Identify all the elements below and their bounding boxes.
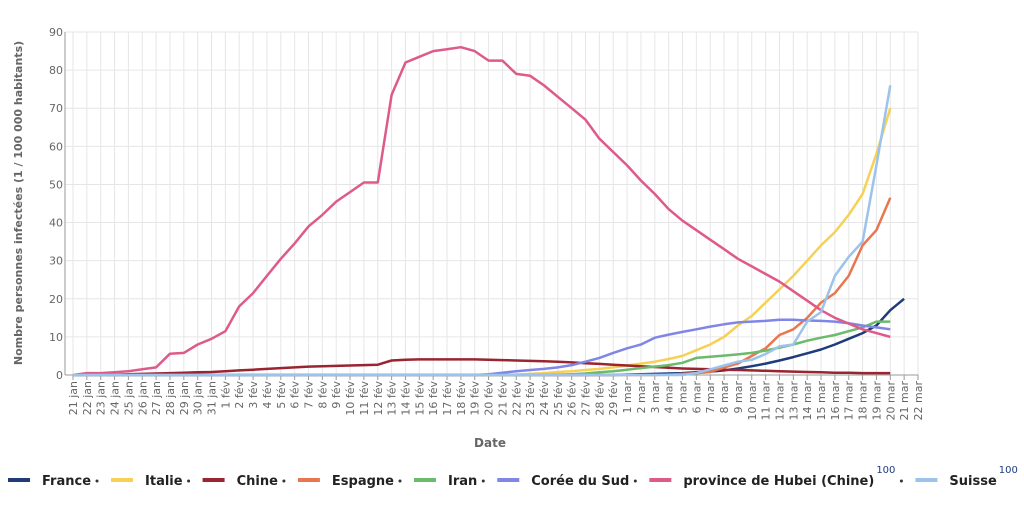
legend-label: Corée du Sud <box>531 474 629 489</box>
x-tick-label: 7 fév <box>302 381 315 409</box>
x-tick-label: 8 mar <box>718 381 731 414</box>
x-tick-label: 22 mar <box>912 381 925 421</box>
x-tick-label: 6 mar <box>690 381 703 414</box>
x-tick-label: 23 jan <box>95 381 108 415</box>
x-tick-label: 15 fév <box>413 381 426 416</box>
legend-separator <box>187 479 191 483</box>
legend-separator <box>282 479 286 483</box>
x-tick-label: 16 mar <box>829 381 842 421</box>
legend-label: Suisse <box>949 474 997 489</box>
legend-label: Italie <box>145 474 183 489</box>
x-tick-label: 10 mar <box>746 381 759 421</box>
x-tick-label: 17 mar <box>843 381 856 421</box>
series-line <box>73 358 891 377</box>
x-tick-label: 24 fév <box>538 381 551 416</box>
y-tick-label: 40 <box>49 217 63 230</box>
x-tick-label: 21 mar <box>898 381 911 421</box>
series-line <box>73 320 891 377</box>
x-tick-label: 21 fév <box>496 381 509 416</box>
x-tick-label: 20 fév <box>483 381 496 416</box>
x-tick-label: 4 fév <box>261 381 274 409</box>
y-tick-label: 50 <box>49 178 63 191</box>
x-tick-label: 2 fév <box>233 381 246 409</box>
x-tick-label: 14 fév <box>399 381 412 416</box>
x-tick-label: 16 fév <box>427 381 440 416</box>
series-line <box>73 197 892 377</box>
x-tick-label: 20 mar <box>884 381 897 421</box>
x-tick-label: 14 mar <box>801 381 814 421</box>
x-tick-label: 29 jan <box>178 381 191 415</box>
x-tick-label: 13 fév <box>386 381 399 416</box>
x-tick-label: 15 mar <box>815 381 828 421</box>
legend-label: Chine <box>237 474 279 489</box>
series-line <box>73 107 892 377</box>
x-tick-label: 2 mar <box>635 381 648 414</box>
legend-separator <box>899 479 903 483</box>
x-tick-label: 13 mar <box>787 381 800 421</box>
y-tick-label: 10 <box>49 331 63 344</box>
legend: France Italie Chine Espagne Iran Corée du Sud… <box>8 465 1018 489</box>
x-tick-label: 24 jan <box>109 381 122 415</box>
x-tick-label: 25 jan <box>122 381 135 415</box>
legend-separator <box>95 479 99 483</box>
x-tick-label: 28 jan <box>164 381 177 415</box>
x-tick-label: 1 mar <box>621 381 634 414</box>
series-line <box>73 85 892 377</box>
x-tick-label: 12 fév <box>372 381 385 416</box>
x-tick-label: 22 jan <box>81 381 94 415</box>
x-tick-label: 3 fév <box>247 381 260 409</box>
y-axis-title: Nombre personnes infectées (1 / 100 000 … <box>12 41 25 365</box>
x-tick-label: 5 fév <box>275 381 288 409</box>
x-tick-label: 3 mar <box>649 381 662 414</box>
legend-note: 100 <box>999 465 1018 476</box>
x-tick-label: 18 fév <box>455 381 468 416</box>
x-tick-label: 22 fév <box>510 381 523 416</box>
x-tick-label: 5 mar <box>677 381 690 414</box>
x-tick-label: 19 fév <box>469 381 482 416</box>
x-tick-label: 27 jan <box>150 381 163 415</box>
x-tick-label: 10 fév <box>344 381 357 416</box>
x-tick-label: 11 fév <box>358 381 371 416</box>
x-tick-label: 12 mar <box>773 381 786 421</box>
x-tick-label: 30 jan <box>192 381 205 415</box>
x-tick-label: 9 mar <box>732 381 745 414</box>
x-tick-label: 17 fév <box>441 381 454 416</box>
x-tick-label: 27 fév <box>580 381 593 416</box>
legend-label: Iran <box>448 474 477 489</box>
x-tick-label: 18 mar <box>857 381 870 421</box>
x-tick-label: 8 fév <box>316 381 329 409</box>
y-tick-label: 0 <box>56 369 63 382</box>
series-line <box>72 45 891 377</box>
legend-label: France <box>42 474 91 489</box>
legend-note: 100 <box>876 465 895 476</box>
x-tick-label: 11 mar <box>760 381 773 421</box>
legend-label: province de Hubei (Chine) <box>683 474 874 489</box>
x-tick-label: 26 fév <box>566 381 579 416</box>
x-axis-title: Date <box>474 436 506 450</box>
y-tick-label: 80 <box>49 64 63 77</box>
x-tick-label: 25 fév <box>552 381 565 416</box>
x-tick-label: 1 fév <box>219 381 232 409</box>
legend-label: Espagne <box>332 474 394 489</box>
x-tick-label: 23 fév <box>524 381 537 416</box>
x-tick-label: 9 fév <box>330 381 343 409</box>
x-tick-label: 31 jan <box>206 381 219 415</box>
legend-separator <box>398 479 402 483</box>
x-tick-label: 19 mar <box>870 381 883 421</box>
y-tick-label: 60 <box>49 140 63 153</box>
x-tick-label: 26 jan <box>136 381 149 415</box>
x-tick-label: 21 jan <box>67 381 80 415</box>
legend-separator <box>633 479 637 483</box>
x-tick-label: 7 mar <box>704 381 717 414</box>
legend-separator <box>481 479 485 483</box>
x-tick-label: 28 fév <box>593 381 606 416</box>
x-tick-label: 4 mar <box>663 381 676 414</box>
y-tick-label: 90 <box>49 26 63 39</box>
x-tick-label: 6 fév <box>289 381 302 409</box>
y-tick-label: 30 <box>49 255 63 268</box>
y-tick-label: 20 <box>49 293 63 306</box>
x-tick-label: 29 fév <box>607 381 620 416</box>
y-tick-label: 70 <box>49 102 63 115</box>
